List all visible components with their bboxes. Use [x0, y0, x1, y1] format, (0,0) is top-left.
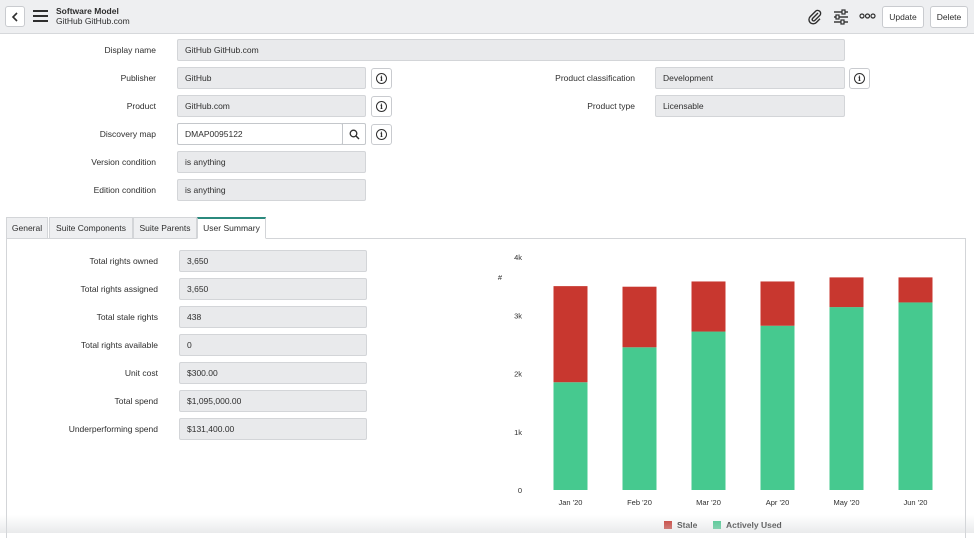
product-classification-info-button[interactable]: i: [849, 68, 870, 89]
info-icon: i: [376, 73, 387, 84]
edition-condition-label: Edition condition: [93, 185, 156, 195]
y-tick-label: 1k: [514, 428, 522, 437]
x-tick-label: Jun '20: [904, 498, 928, 507]
total-rights-assigned-label: Total rights assigned: [80, 284, 159, 294]
legend-stale-swatch: [664, 521, 672, 529]
personalize-form-icon[interactable]: [833, 9, 849, 25]
tab-general[interactable]: General: [6, 217, 48, 239]
underperforming-spend-field[interactable]: $131,400.00: [179, 418, 367, 440]
legend-stale-label: Stale: [677, 520, 698, 530]
product-classification-label: Product classification: [555, 73, 635, 83]
discovery-map-search-button[interactable]: [342, 123, 366, 145]
chevron-left-icon: [11, 12, 18, 22]
bar-stale: [691, 281, 726, 332]
bar-stale: [829, 277, 864, 308]
x-tick-label: Apr '20: [766, 498, 790, 507]
display-name-field[interactable]: GitHub GitHub.com: [177, 39, 845, 61]
unit-cost-field[interactable]: $300.00: [179, 362, 367, 384]
product-label: Product: [126, 101, 156, 111]
product-field[interactable]: GitHub.com: [177, 95, 366, 117]
x-tick-label: May '20: [833, 498, 859, 507]
product-type-label: Product type: [587, 101, 635, 111]
y-axis-label: #: [498, 273, 503, 282]
edition-condition-field[interactable]: is anything: [177, 179, 366, 201]
bar-actively-used: [622, 347, 657, 490]
total-rights-owned-label: Total rights owned: [89, 256, 158, 266]
x-tick-label: Mar '20: [696, 498, 721, 507]
bar-actively-used: [898, 302, 933, 490]
version-condition-field[interactable]: is anything: [177, 151, 366, 173]
user-summary-chart: 0 1k 2k 3k 4k # Jan '20 Feb '20 Mar '20 Apr '20 Ma…: [498, 253, 933, 507]
total-spend-field[interactable]: $1,095,000.00: [179, 390, 367, 412]
form-header: Software Model GitHub GitHub.com Update …: [0, 0, 974, 34]
info-icon: i: [854, 73, 865, 84]
bar-actively-used: [829, 307, 864, 490]
total-rights-assigned-field[interactable]: 3,650: [179, 278, 367, 300]
total-rights-available-label: Total rights available: [80, 340, 158, 350]
y-tick-label: 4k: [514, 253, 522, 262]
tab-suite-parents[interactable]: Suite Parents: [133, 217, 197, 239]
bar-actively-used: [760, 325, 795, 490]
total-stale-rights-label: Total stale rights: [96, 312, 158, 322]
y-tick-label: 3k: [514, 311, 522, 320]
product-info-button[interactable]: i: [371, 96, 392, 117]
back-button[interactable]: [5, 6, 25, 27]
unit-cost-label: Unit cost: [124, 368, 158, 378]
total-rights-available-field[interactable]: 0: [179, 334, 367, 356]
record-name: GitHub GitHub.com: [56, 16, 130, 26]
display-name-label: Display name: [104, 45, 157, 55]
delete-button[interactable]: Delete: [930, 6, 968, 28]
total-rights-owned-field[interactable]: 3,650: [179, 250, 367, 272]
version-condition-label: Version condition: [91, 157, 156, 167]
bar-actively-used: [553, 382, 588, 490]
legend-actively-used[interactable]: Actively Used: [713, 520, 782, 531]
discovery-map-field[interactable]: DMAP0095122: [177, 123, 343, 145]
legend-actively-used-label: Actively Used: [726, 520, 782, 530]
publisher-info-button[interactable]: i: [371, 68, 392, 89]
product-type-field[interactable]: Licensable: [655, 95, 845, 117]
tab-user-summary[interactable]: User Summary: [197, 217, 266, 239]
info-icon: i: [376, 101, 387, 112]
discovery-map-info-button[interactable]: i: [371, 124, 392, 145]
legend-stale[interactable]: Stale: [664, 520, 697, 531]
discovery-map-label: Discovery map: [99, 129, 156, 139]
bar-stale: [760, 281, 795, 326]
x-tick-label: Jan '20: [559, 498, 583, 507]
bar-stale: [898, 277, 933, 303]
y-tick-label: 0: [518, 486, 522, 495]
bar-actively-used: [691, 331, 726, 490]
info-icon: i: [376, 129, 387, 140]
total-stale-rights-field[interactable]: 438: [179, 306, 367, 328]
product-classification-field[interactable]: Development: [655, 67, 845, 89]
y-tick-label: 2k: [514, 370, 522, 379]
total-spend-label: Total spend: [114, 396, 158, 406]
legend-actively-used-swatch: [713, 521, 721, 529]
bar-stale: [553, 286, 588, 383]
search-icon: [349, 129, 360, 140]
tab-suite-components[interactable]: Suite Components: [49, 217, 133, 239]
hamburger-menu-icon[interactable]: [33, 10, 48, 23]
underperforming-spend-label: Underperforming spend: [68, 424, 158, 434]
publisher-label: Publisher: [120, 73, 156, 83]
x-tick-label: Feb '20: [627, 498, 652, 507]
paperclip-icon[interactable]: [807, 9, 823, 25]
publisher-field[interactable]: GitHub: [177, 67, 366, 89]
form-title: Software Model: [56, 6, 119, 16]
bar-stale: [622, 286, 657, 348]
more-options-icon[interactable]: [859, 12, 876, 20]
update-button[interactable]: Update: [882, 6, 924, 28]
tab-panel: [6, 238, 966, 538]
